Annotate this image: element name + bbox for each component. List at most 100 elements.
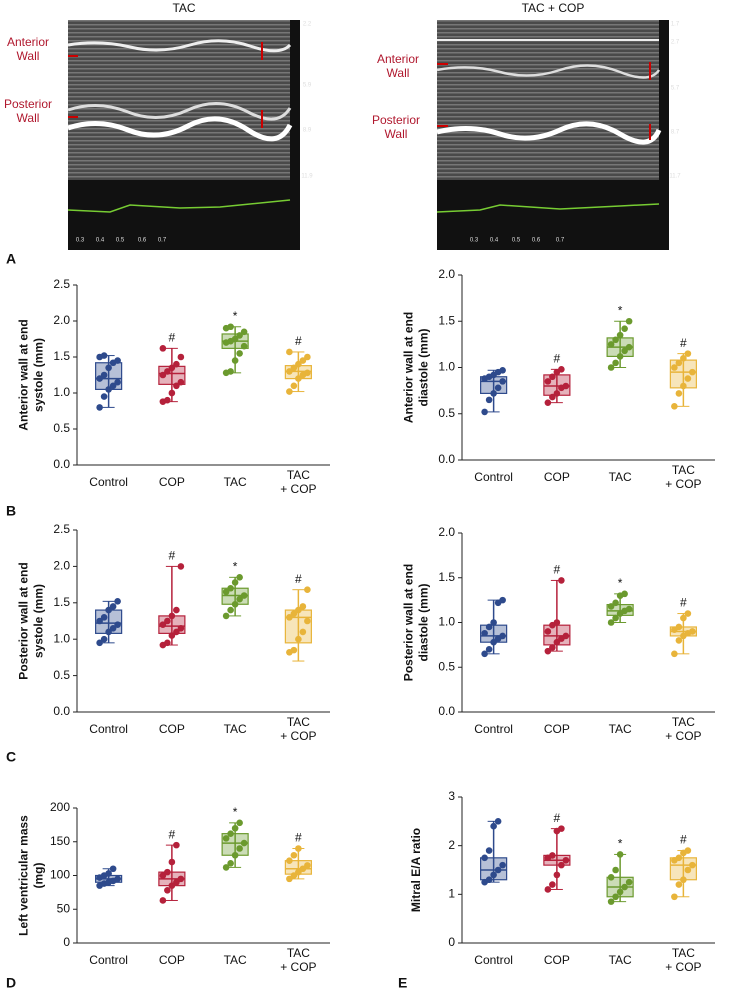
data-point	[562, 632, 570, 640]
data-point	[562, 856, 570, 864]
data-point	[227, 860, 234, 867]
significance-mark: #	[680, 833, 687, 847]
data-point	[231, 335, 239, 343]
time-tick: 0.3	[470, 238, 479, 244]
data-point	[286, 875, 293, 883]
data-point	[290, 364, 298, 372]
data-point	[159, 345, 167, 352]
data-point	[304, 862, 311, 869]
data-point	[549, 881, 556, 888]
data-point	[177, 624, 185, 632]
x-tick-label: TAC + COP	[280, 468, 316, 496]
data-point	[164, 396, 171, 404]
data-point	[671, 403, 678, 410]
x-tick-label: TAC	[609, 470, 632, 484]
data-point	[109, 382, 117, 390]
data-point	[164, 368, 171, 375]
data-point	[159, 621, 167, 628]
y-axis-label: Anterior wall at endsystole (mm)	[17, 319, 46, 430]
time-tick: 0.5	[116, 238, 125, 244]
data-point	[481, 629, 488, 637]
data-point	[286, 348, 293, 356]
x-tick-label: TAC + COP	[280, 715, 316, 743]
data-point	[114, 598, 121, 605]
data-point	[612, 614, 619, 622]
y-tick-label: 1.0	[438, 360, 455, 374]
x-tick-label: Control	[474, 722, 513, 736]
data-point	[164, 887, 171, 894]
data-point	[236, 819, 243, 827]
data-point	[109, 624, 117, 632]
time-tick: 0.6	[138, 238, 147, 244]
data-point	[607, 898, 615, 905]
y-tick-label: 1.5	[53, 349, 70, 363]
data-point	[168, 364, 176, 372]
data-point	[173, 878, 180, 886]
data-point	[549, 852, 556, 859]
significance-mark: *	[233, 559, 238, 573]
data-point	[100, 635, 108, 643]
y-tick-label: 2.0	[53, 559, 70, 573]
wall-label: Posterior Wall	[4, 97, 52, 125]
panel-label: C	[6, 749, 16, 765]
data-point	[607, 874, 615, 881]
data-point	[227, 368, 234, 375]
data-point	[616, 888, 624, 896]
data-point	[684, 375, 692, 382]
data-point	[105, 386, 112, 393]
data-point	[680, 354, 687, 362]
depth-tick: 11.7	[669, 174, 681, 180]
x-tick-label: TAC + COP	[665, 463, 701, 491]
data-point	[286, 614, 293, 621]
y-tick-label: 2.5	[53, 277, 70, 291]
time-tick: 0.6	[532, 238, 541, 244]
data-point	[164, 639, 171, 647]
data-point	[177, 875, 185, 883]
x-tick-label: TAC	[224, 475, 247, 489]
data-point	[612, 599, 619, 607]
data-point	[299, 603, 307, 610]
y-tick-label: 3	[448, 789, 455, 803]
data-point	[616, 851, 624, 858]
data-point	[227, 584, 234, 592]
data-point	[607, 364, 615, 371]
data-point	[625, 878, 633, 886]
data-point	[671, 650, 678, 658]
x-tick-label: TAC	[609, 953, 632, 967]
data-point	[684, 350, 692, 357]
data-point	[304, 586, 311, 593]
data-point	[499, 861, 506, 869]
x-tick-label: TAC	[224, 953, 247, 967]
data-point	[231, 824, 239, 832]
data-point	[675, 881, 683, 888]
data-point	[612, 893, 619, 901]
y-tick-label: 1.5	[438, 570, 455, 584]
y-tick-label: 2.0	[438, 525, 455, 539]
time-tick: 0.7	[556, 238, 565, 244]
x-tick-label: COP	[544, 953, 570, 967]
depth-tick: 11.9	[301, 174, 313, 180]
y-tick-label: 1.0	[53, 631, 70, 645]
time-tick: 0.4	[490, 238, 499, 244]
data-point	[544, 647, 552, 655]
data-point	[616, 353, 624, 360]
panel-label: D	[6, 975, 16, 991]
data-point	[168, 858, 176, 866]
data-point	[295, 375, 302, 382]
y-tick-label: 0.5	[53, 668, 70, 682]
x-tick-label: Control	[474, 953, 513, 967]
data-point	[304, 617, 311, 625]
time-tick: 0.3	[76, 238, 85, 244]
data-point	[159, 897, 167, 904]
data-point	[105, 364, 112, 372]
data-point	[240, 342, 248, 350]
data-point	[494, 818, 502, 825]
data-point	[114, 378, 121, 386]
data-point	[553, 871, 561, 879]
data-point	[684, 866, 692, 874]
data-point	[612, 336, 619, 344]
panel-label: B	[6, 503, 16, 519]
data-point	[290, 646, 298, 654]
data-point	[544, 628, 552, 635]
data-point	[168, 882, 176, 889]
